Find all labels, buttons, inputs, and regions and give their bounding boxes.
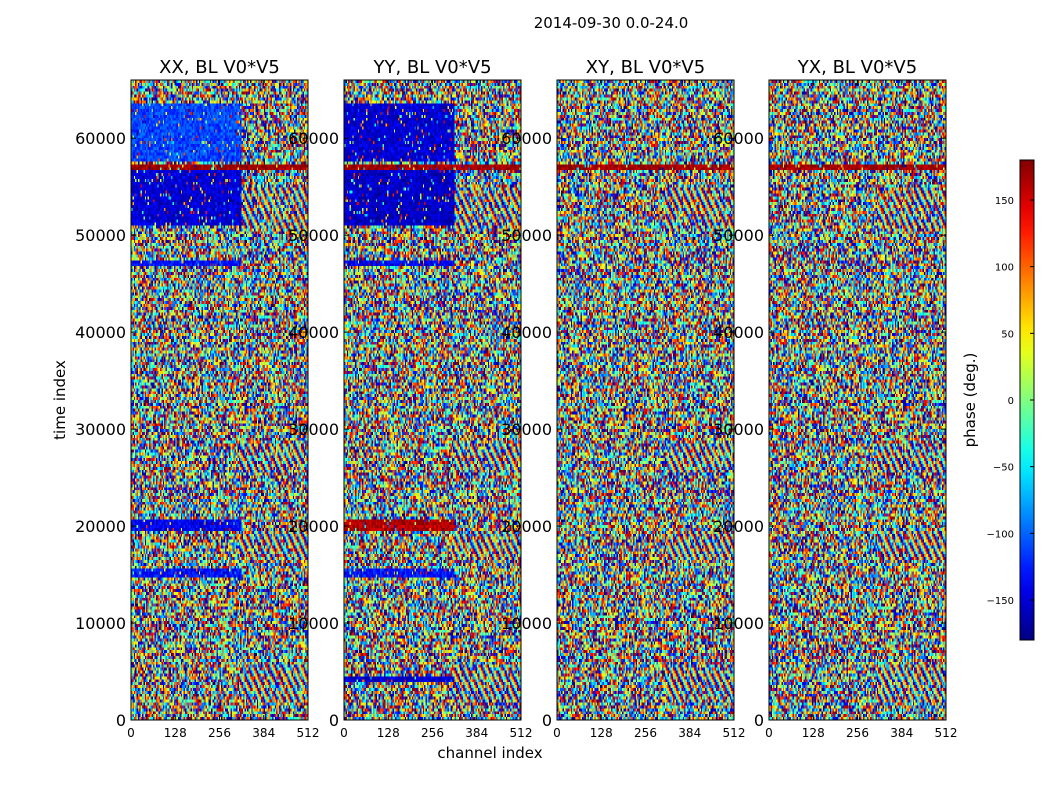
y-tick-label: 20000	[501, 517, 552, 536]
colorbar-tick-label: −50	[993, 463, 1014, 474]
heatmap-panel-1: XX, BL V0*V5 0 128 256 384 512 0 10000 20000 3000…	[75, 57, 319, 740]
x-tick-label: 128	[590, 726, 613, 740]
x-tick-label: 128	[802, 726, 825, 740]
colorbar-tick-label: 0	[1008, 396, 1014, 407]
x-tick-label: 384	[890, 726, 913, 740]
x-tick-label: 0	[127, 726, 135, 740]
x-tick-label: 256	[634, 726, 657, 740]
heatmap-panel-4: YX, BL V0*V5 0 128 256 384 512 0 10000 20000 3000…	[713, 57, 957, 740]
y-tick-label: 0	[329, 711, 339, 730]
y-tick-label: 10000	[713, 614, 764, 633]
y-tick-label: 40000	[501, 323, 552, 342]
y-tick-label: 40000	[75, 323, 126, 342]
colorbar-tick-label: 100	[995, 263, 1014, 274]
colorbar-tick-label: 150	[995, 196, 1014, 207]
y-tick-label: 10000	[501, 614, 552, 633]
heatmap-image-2	[344, 80, 521, 720]
x-tick-label: 512	[935, 726, 958, 740]
heatmap-image-1	[131, 80, 308, 720]
x-tick-label: 128	[164, 726, 187, 740]
y-tick-label: 30000	[288, 420, 339, 439]
x-tick-label: 256	[846, 726, 869, 740]
colorbar-tick-label: 50	[1001, 329, 1014, 340]
x-tick-label: 0	[553, 726, 561, 740]
x-tick-label: 0	[765, 726, 773, 740]
panel-title: YY, BL V0*V5	[372, 57, 491, 78]
colorbar-tick-label: −100	[987, 529, 1014, 540]
y-tick-label: 30000	[713, 420, 764, 439]
y-tick-label: 30000	[75, 420, 126, 439]
y-tick-label: 60000	[75, 129, 126, 148]
y-tick-label: 20000	[75, 517, 126, 536]
x-tick-label: 256	[208, 726, 231, 740]
x-tick-label: 384	[252, 726, 275, 740]
y-tick-label: 50000	[501, 226, 552, 245]
heatmap-image-3	[557, 80, 734, 720]
x-tick-label: 128	[377, 726, 400, 740]
x-tick-label: 0	[340, 726, 348, 740]
y-tick-label: 40000	[288, 323, 339, 342]
colorbar-label: phase (deg.)	[961, 353, 979, 448]
colorbar: −150 −100 −50 0 50 100 150 phase (deg.)	[961, 159, 1035, 641]
y-tick-label: 20000	[288, 517, 339, 536]
y-axis-label: time index	[51, 360, 69, 440]
y-tick-label: 0	[116, 711, 126, 730]
y-tick-label: 30000	[501, 420, 552, 439]
y-tick-label: 10000	[288, 614, 339, 633]
x-tick-label: 512	[510, 726, 533, 740]
x-tick-label: 384	[678, 726, 701, 740]
y-tick-label: 50000	[75, 226, 126, 245]
figure-title: 2014-09-30 0.0-24.0	[533, 14, 689, 32]
panel-title: XX, BL V0*V5	[159, 57, 280, 78]
y-tick-label: 0	[754, 711, 764, 730]
x-tick-label: 256	[421, 726, 444, 740]
y-tick-label: 40000	[713, 323, 764, 342]
heatmap-panel-2: YY, BL V0*V5 0 128 256 384 512 0 10000 20000 3000…	[288, 57, 532, 740]
y-tick-label: 20000	[713, 517, 764, 536]
heatmap-panel-3: XY, BL V0*V5 0 128 256 384 512 0 10000 20000 3000…	[501, 57, 745, 740]
heatmap-image-4	[769, 80, 946, 720]
panel-title: YX, BL V0*V5	[797, 57, 917, 78]
x-tick-label: 384	[465, 726, 488, 740]
y-tick-label: 10000	[75, 614, 126, 633]
x-tick-label: 512	[297, 726, 320, 740]
y-tick-label: 0	[542, 711, 552, 730]
x-tick-label: 512	[723, 726, 746, 740]
colorbar-tick-label: −150	[987, 596, 1014, 607]
x-axis-label: channel index	[437, 744, 542, 762]
panel-title: XY, BL V0*V5	[586, 57, 705, 78]
y-tick-label: 60000	[713, 129, 764, 148]
y-tick-label: 60000	[288, 129, 339, 148]
y-tick-label: 60000	[501, 129, 552, 148]
y-tick-label: 50000	[288, 226, 339, 245]
y-tick-label: 50000	[713, 226, 764, 245]
